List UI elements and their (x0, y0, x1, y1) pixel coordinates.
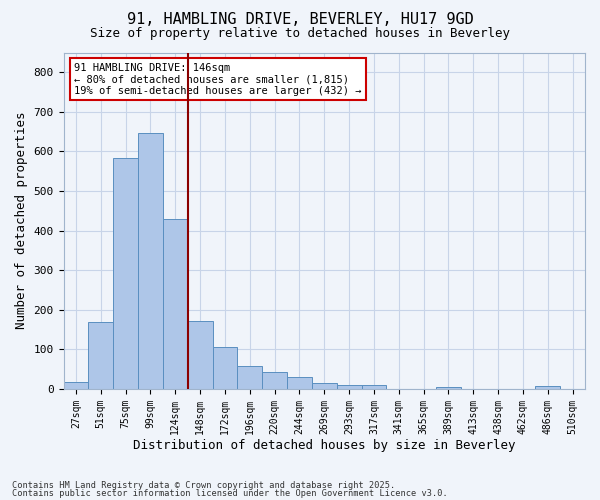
Bar (436, 386, 461, 389)
Bar (262, 372, 287, 389)
Y-axis label: Number of detached properties: Number of detached properties (15, 112, 28, 330)
Bar (535, 386, 560, 389)
Bar (188, 321, 212, 389)
Bar (138, 133, 163, 389)
Bar (113, 158, 138, 389)
Bar (163, 219, 188, 389)
Text: Contains HM Land Registry data © Crown copyright and database right 2025.: Contains HM Land Registry data © Crown c… (12, 481, 395, 490)
Bar (88, 322, 113, 389)
Text: Contains public sector information licensed under the Open Government Licence v3: Contains public sector information licen… (12, 490, 448, 498)
X-axis label: Distribution of detached houses by size in Beverley: Distribution of detached houses by size … (133, 440, 515, 452)
Bar (312, 384, 337, 389)
Bar (362, 386, 386, 389)
Bar (64, 382, 88, 389)
Text: 91, HAMBLING DRIVE, BEVERLEY, HU17 9GD: 91, HAMBLING DRIVE, BEVERLEY, HU17 9GD (127, 12, 473, 28)
Text: 91 HAMBLING DRIVE: 146sqm
← 80% of detached houses are smaller (1,815)
19% of se: 91 HAMBLING DRIVE: 146sqm ← 80% of detac… (74, 62, 361, 96)
Bar (238, 366, 262, 389)
Bar (287, 376, 312, 389)
Text: Size of property relative to detached houses in Beverley: Size of property relative to detached ho… (90, 28, 510, 40)
Bar (337, 385, 362, 389)
Bar (212, 348, 238, 389)
